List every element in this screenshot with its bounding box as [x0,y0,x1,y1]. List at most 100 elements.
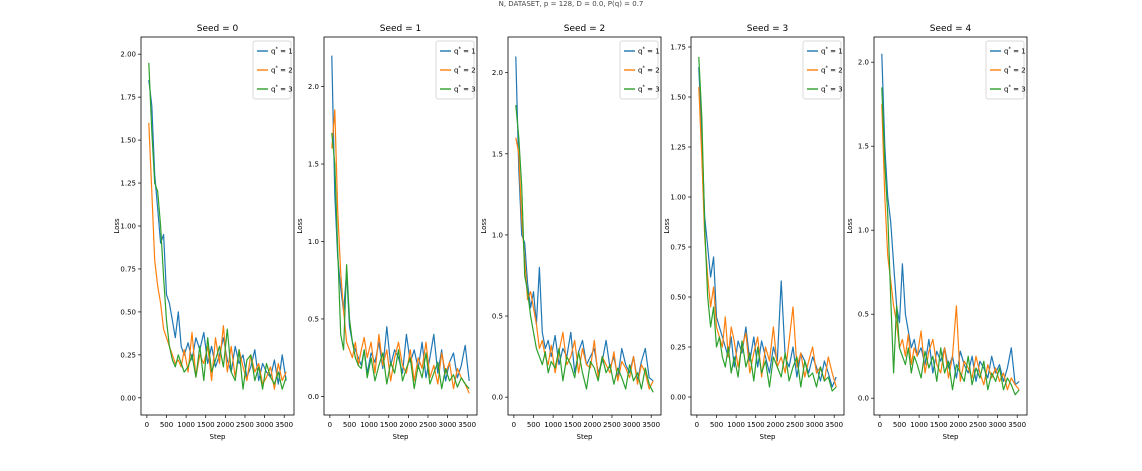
y-tick-label: 0.50 [670,294,686,302]
x-tick-label: 0 [328,421,332,429]
x-tick-label: 1500 [930,421,948,429]
legend: q* = 1 q* = 2 q* = 3 [619,40,660,100]
legend-box [985,40,1025,100]
x-tick-label: 2000 [399,421,417,429]
plot-frame [323,36,478,416]
legend-box [802,40,842,100]
series-line-1 [515,56,654,382]
y-tick-label: 1.0 [858,227,869,235]
legend-label-1: q* = 1 [821,47,843,56]
series-line-3 [698,56,837,392]
legend: q* = 1 q* = 2 q* = 3 [252,40,293,100]
x-tick-label: 1000 [360,421,378,429]
legend: q* = 1 q* = 2 q* = 3 [435,40,476,100]
x-tick-label: 3000 [623,421,641,429]
chart-title: Seed = 3 [747,24,789,34]
series-line-3 [515,105,654,393]
x-tick-label: 1500 [197,421,215,429]
x-tick-label: 3500 [642,421,660,429]
legend-label-3: q* = 3 [638,85,660,94]
plot-frame [873,36,1028,416]
series-line-3 [148,62,287,390]
x-tick-label: 3000 [989,421,1007,429]
legend-box [619,40,659,100]
plot-frame [507,36,662,416]
y-tick-label: 1.50 [670,94,686,102]
legend-label-2: q* = 2 [1004,66,1026,75]
y-axis-label: Loss [846,218,854,234]
y-tick-label: 0.25 [120,351,136,359]
x-tick-label: 0 [145,421,149,429]
x-tick-label: 500 [527,421,540,429]
x-tick-label: 2500 [603,421,621,429]
y-axis-label: Loss [113,218,121,234]
y-tick-label: 0.0 [858,395,869,403]
legend-label-3: q* = 3 [1004,85,1026,94]
chart-panel-0: 0 500 1000 1500 2000 2500 3000 3500 0.00 0.25 0.50… [113,24,295,441]
legend-label-1: q* = 1 [1004,47,1026,56]
y-tick-label: 2.0 [858,59,869,67]
series-line-2 [148,122,287,390]
y-axis-label: Loss [480,218,488,234]
x-axis-label: Step [393,433,409,441]
y-tick-label: 0.25 [670,344,686,352]
x-tick-label: 2000 [949,421,967,429]
y-tick-label: 1.00 [120,223,136,231]
x-tick-label: 500 [343,421,356,429]
series-line-2 [331,109,470,394]
y-tick-label: 1.50 [120,137,136,145]
x-tick-label: 0 [512,421,516,429]
legend: q* = 1 q* = 2 q* = 3 [985,40,1026,100]
y-tick-label: 0.00 [120,394,136,402]
y-tick-label: 1.5 [308,161,319,169]
legend-label-3: q* = 3 [271,85,293,94]
chart-panel-1: 0 500 1000 1500 2000 2500 3000 3500 0.0 0.5 1.0 1.5… [296,24,478,441]
legend-label-2: q* = 2 [821,66,843,75]
y-tick-label: 0.0 [308,393,319,401]
y-tick-label: 0.75 [670,244,686,252]
y-tick-label: 1.00 [670,194,686,202]
plot-frame [690,36,845,416]
chart-panel-4: 0 500 1000 1500 2000 2500 3000 3500 0.0 0.5 1.0 1.5… [846,24,1028,441]
series-line-1 [331,55,470,382]
x-tick-label: 3000 [256,421,274,429]
x-tick-label: 3500 [825,421,843,429]
x-tick-label: 1000 [727,421,745,429]
y-axis-label: Loss [296,218,304,234]
x-tick-label: 0 [878,421,882,429]
y-tick-label: 0.5 [858,311,869,319]
y-tick-label: 1.75 [670,44,686,52]
x-tick-label: 2500 [419,421,437,429]
x-tick-label: 2500 [786,421,804,429]
x-axis-label: Step [760,433,776,441]
x-tick-label: 500 [710,421,723,429]
legend-label-1: q* = 1 [271,47,293,56]
x-tick-label: 2000 [766,421,784,429]
y-tick-label: 1.0 [308,238,319,246]
legend-label-1: q* = 1 [638,47,660,56]
legend: q* = 1 q* = 2 q* = 3 [802,40,843,100]
y-axis-label: Loss [663,218,671,234]
legend-label-3: q* = 3 [821,85,843,94]
x-tick-label: 1500 [747,421,765,429]
y-tick-label: 0.00 [670,394,686,402]
y-tick-label: 2.00 [120,51,136,59]
figure-suptitle: N, DATASET, p = 128, D = 0.0, P(q) = 0.7 [498,0,644,8]
x-tick-label: 3000 [439,421,457,429]
y-tick-label: 0.75 [120,265,136,273]
legend-label-1: q* = 1 [454,47,476,56]
series-line-2 [881,104,1020,391]
series-line-1 [881,53,1020,386]
x-axis-label: Step [210,433,226,441]
x-tick-label: 2000 [216,421,234,429]
legend-label-2: q* = 2 [271,66,293,75]
x-tick-label: 0 [695,421,699,429]
y-tick-label: 1.5 [492,150,503,158]
x-tick-label: 1500 [564,421,582,429]
y-tick-label: 1.75 [120,94,136,102]
series-line-3 [331,132,470,390]
x-tick-label: 2000 [583,421,601,429]
chart-title: Seed = 0 [197,24,239,34]
y-tick-label: 0.5 [308,315,319,323]
